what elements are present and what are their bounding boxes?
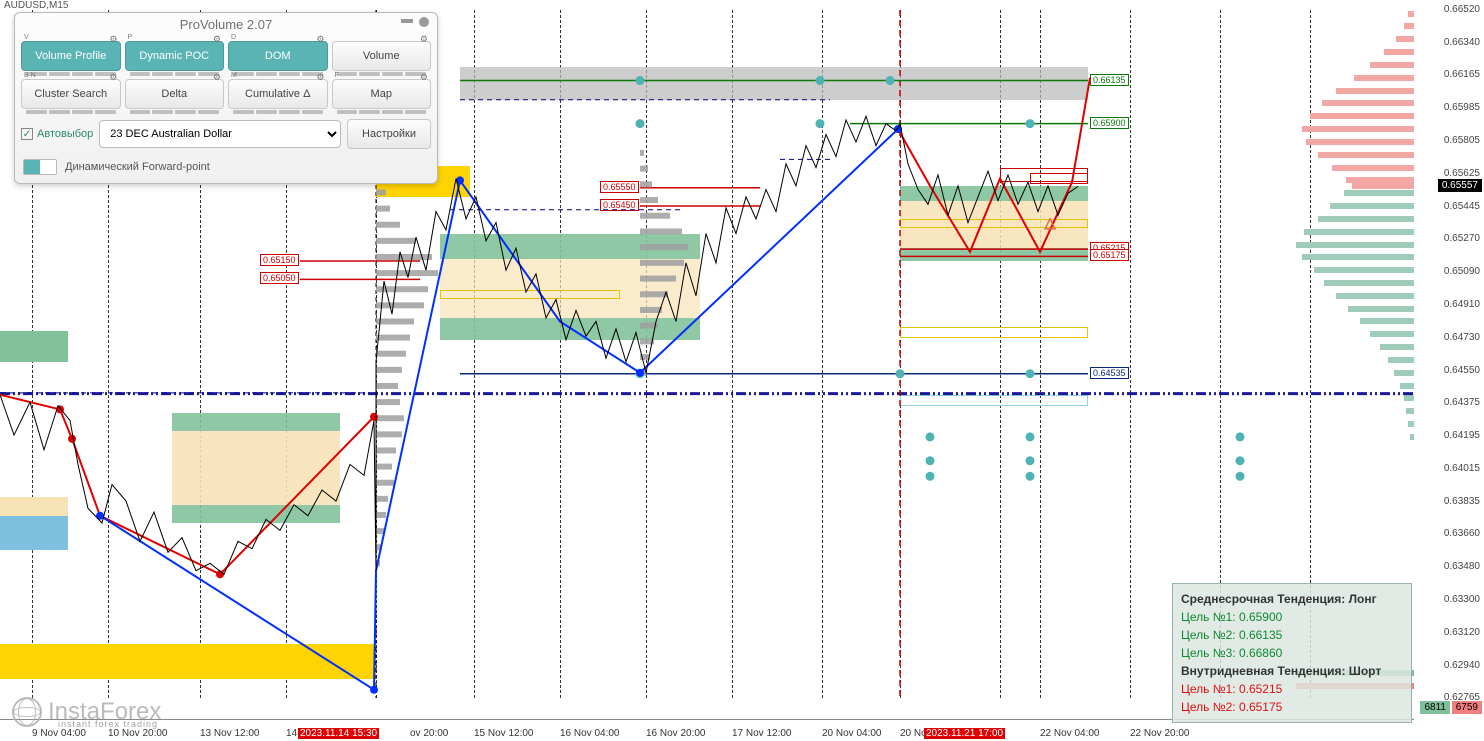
panel-button[interactable]: D⚙DOM bbox=[228, 41, 328, 71]
x-tick: 10 Nov 20:00 bbox=[108, 728, 168, 739]
panel-button[interactable]: P⚙Dynamic POC bbox=[125, 41, 225, 71]
watermark-sub: instant forex trading bbox=[58, 719, 158, 729]
x-tick: 22 Nov 20:00 bbox=[1130, 728, 1190, 739]
x-tick: 16 Nov 04:00 bbox=[560, 728, 620, 739]
target-line: Цель №1: 0.65215 bbox=[1181, 680, 1403, 698]
y-tick: 0.65985 bbox=[1444, 102, 1480, 113]
forward-point-label: Динамический Forward-point bbox=[65, 161, 210, 173]
x-tick: 14 bbox=[286, 728, 297, 739]
minimize-icon[interactable] bbox=[401, 19, 413, 23]
x-tick: 16 Nov 20:00 bbox=[646, 728, 706, 739]
y-tick: 0.62940 bbox=[1444, 660, 1480, 671]
panel-row-1: V⚙Volume ProfileP⚙Dynamic POCD⚙DOM⚙Volum… bbox=[15, 37, 437, 75]
y-tick: 0.64375 bbox=[1444, 397, 1480, 408]
chart-root: AUDUSD,M15 0.66520 0.66340 0.66165 0.65985 0… bbox=[0, 0, 1484, 741]
y-tick: 0.65805 bbox=[1444, 135, 1480, 146]
target-line: Цель №3: 0.66860 bbox=[1181, 644, 1403, 662]
x-tick: ov 20:00 bbox=[410, 728, 448, 739]
y-tick: 0.64910 bbox=[1444, 299, 1480, 310]
y-tick: 0.64015 bbox=[1444, 463, 1480, 474]
close-icon[interactable] bbox=[419, 17, 429, 27]
panel-row-2: B N⚙Cluster Search⚙DeltaM⚙Cumulative ΔF⚙… bbox=[15, 75, 437, 113]
panel-toggle-row: Динамический Forward-point bbox=[15, 155, 437, 183]
symbol-label: AUDUSD,M15 bbox=[4, 0, 68, 11]
panel-title: ProVolume 2.07 bbox=[15, 13, 437, 37]
x-tick: 17 Nov 12:00 bbox=[732, 728, 792, 739]
x-tick: 2023.11.14 15:30 bbox=[298, 728, 379, 739]
settings-button[interactable]: Настройки bbox=[347, 119, 431, 149]
intra-trend-header: Внутридневная Тенденция: Шорт bbox=[1181, 662, 1403, 680]
y-tick: 0.63300 bbox=[1444, 594, 1480, 605]
panel-selector-row: ✓Автовыбор 23 DEC Australian Dollar Наст… bbox=[15, 113, 437, 155]
y-tick: 0.64195 bbox=[1444, 430, 1480, 441]
current-price-tag: 0.65557 bbox=[1438, 179, 1482, 192]
y-tick: 0.65625 bbox=[1444, 168, 1480, 179]
trend-infobox: Среднесрочная Тенденция: Лонг Цель №1: 0… bbox=[1172, 583, 1412, 723]
mid-trend-header: Среднесрочная Тенденция: Лонг bbox=[1181, 590, 1403, 608]
y-tick: 0.63480 bbox=[1444, 561, 1480, 572]
x-tick: 13 Nov 12:00 bbox=[200, 728, 260, 739]
panel-button[interactable]: V⚙Volume Profile bbox=[21, 41, 121, 71]
y-tick: 0.64550 bbox=[1444, 365, 1480, 376]
forward-point-toggle[interactable] bbox=[23, 159, 57, 175]
target-line: Цель №1: 0.65900 bbox=[1181, 608, 1403, 626]
y-tick: 0.66520 bbox=[1444, 4, 1480, 15]
y-tick: 0.66165 bbox=[1444, 69, 1480, 80]
y-tick: 0.65270 bbox=[1444, 233, 1480, 244]
provolume-panel[interactable]: ProVolume 2.07 V⚙Volume ProfileP⚙Dynamic… bbox=[14, 12, 438, 184]
y-axis: 0.665200.663400.661650.659850.658050.656… bbox=[1414, 10, 1484, 714]
panel-button[interactable]: ⚙Volume bbox=[332, 41, 432, 71]
panel-button[interactable]: ⚙Delta bbox=[125, 79, 225, 109]
y-tick: 0.63835 bbox=[1444, 496, 1480, 507]
x-tick: 20 Nov 04:00 bbox=[822, 728, 882, 739]
y-tick: 0.64730 bbox=[1444, 332, 1480, 343]
panel-button[interactable]: M⚙Cumulative Δ bbox=[228, 79, 328, 109]
y-tick: 0.66340 bbox=[1444, 37, 1480, 48]
x-tick: 9 Nov 04:00 bbox=[32, 728, 86, 739]
panel-button[interactable]: F⚙Map bbox=[332, 79, 432, 109]
target-line: Цель №2: 0.66135 bbox=[1181, 626, 1403, 644]
y-tick: 0.63660 bbox=[1444, 528, 1480, 539]
y-tick: 0.65445 bbox=[1444, 201, 1480, 212]
contract-select[interactable]: 23 DEC Australian Dollar bbox=[99, 120, 341, 148]
x-tick: 2023.11.21 17:00 bbox=[924, 728, 1005, 739]
panel-button[interactable]: B N⚙Cluster Search bbox=[21, 79, 121, 109]
y-tick: 0.65090 bbox=[1444, 266, 1480, 277]
target-line: Цель №2: 0.65175 bbox=[1181, 698, 1403, 716]
auto-checkbox[interactable]: ✓Автовыбор bbox=[21, 128, 93, 140]
x-tick: 22 Nov 04:00 bbox=[1040, 728, 1100, 739]
y-tick: 0.63120 bbox=[1444, 627, 1480, 638]
x-tick: 15 Nov 12:00 bbox=[474, 728, 534, 739]
